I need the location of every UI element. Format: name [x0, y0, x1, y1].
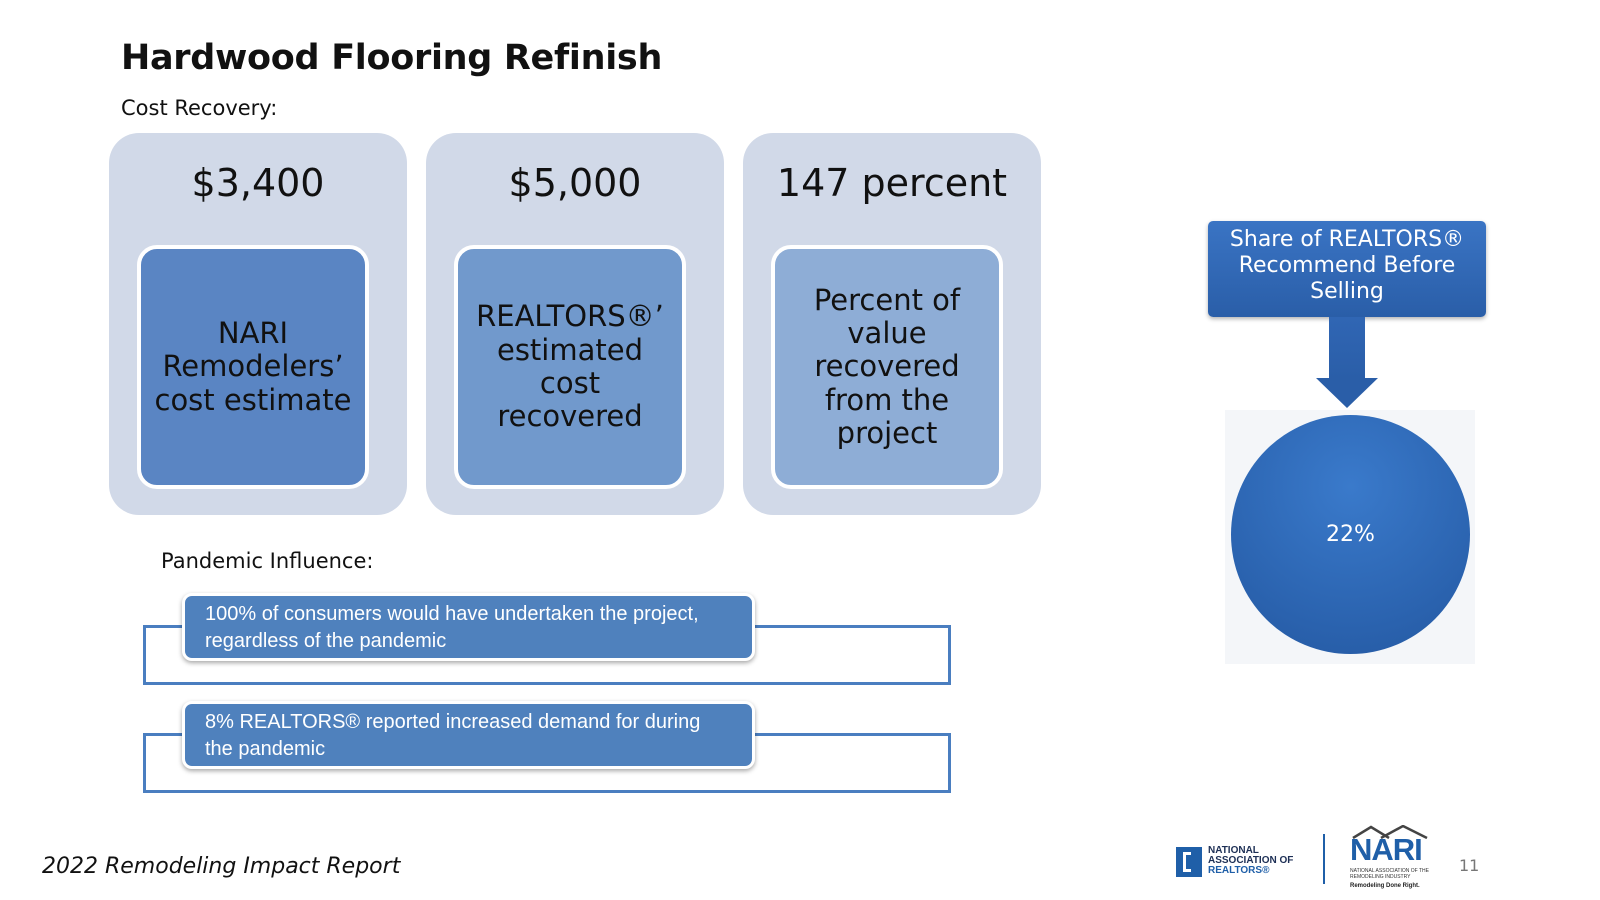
down-arrow — [1329, 317, 1365, 379]
pandemic-influence-label: Pandemic Influence: — [161, 549, 374, 573]
nar-line: REALTORS® — [1208, 865, 1270, 876]
card-realtors-estimate: $5,000 REALTORS®’ estimated cost recover… — [426, 133, 724, 515]
share-circle: 22% — [1231, 415, 1470, 654]
card-value: 147 percent — [776, 161, 1008, 205]
nari-roof-icon — [1352, 825, 1428, 839]
nari-tagline: Remodeling Done Right. — [1350, 883, 1420, 889]
share-callout: Share of REALTORS® Recommend Before Sell… — [1208, 221, 1486, 317]
card-percent-recovered: 147 percent Percent of value recovered f… — [743, 133, 1041, 515]
logo-divider — [1323, 834, 1325, 884]
nar-logo-text: NATIONAL ASSOCIATION OF REALTORS® — [1208, 846, 1293, 876]
pandemic-item: 8% REALTORS® reported increased demand f… — [182, 701, 755, 769]
nari-subtitle: NATIONAL ASSOCIATION OF THE REMODELING I… — [1350, 868, 1429, 880]
nar-line: NATIONAL — [1208, 845, 1259, 856]
pandemic-item: 100% of consumers would have undertaken … — [182, 593, 755, 661]
nari-logo-word: NARI — [1350, 832, 1423, 867]
realtor-r-icon — [1176, 847, 1202, 877]
slide-title: Hardwood Flooring Refinish — [121, 38, 663, 78]
card-description: NARI Remodelers’ cost estimate — [137, 245, 369, 489]
card-description: REALTORS®’ estimated cost recovered — [454, 245, 686, 489]
card-nari-estimate: $3,400 NARI Remodelers’ cost estimate — [109, 133, 407, 515]
card-value: $5,000 — [508, 161, 642, 205]
cost-recovery-label: Cost Recovery: — [121, 96, 278, 120]
card-description: Percent of value recovered from the proj… — [771, 245, 1003, 489]
logos-area — [1163, 817, 1446, 900]
share-value: 22% — [1326, 522, 1375, 547]
down-arrow-icon — [1316, 378, 1378, 408]
footer-report-title: 2022 Remodeling Impact Report — [42, 854, 401, 879]
nar-line: ASSOCIATION OF — [1208, 855, 1294, 866]
page-number: 11 — [1459, 856, 1480, 875]
card-value: $3,400 — [191, 161, 325, 205]
